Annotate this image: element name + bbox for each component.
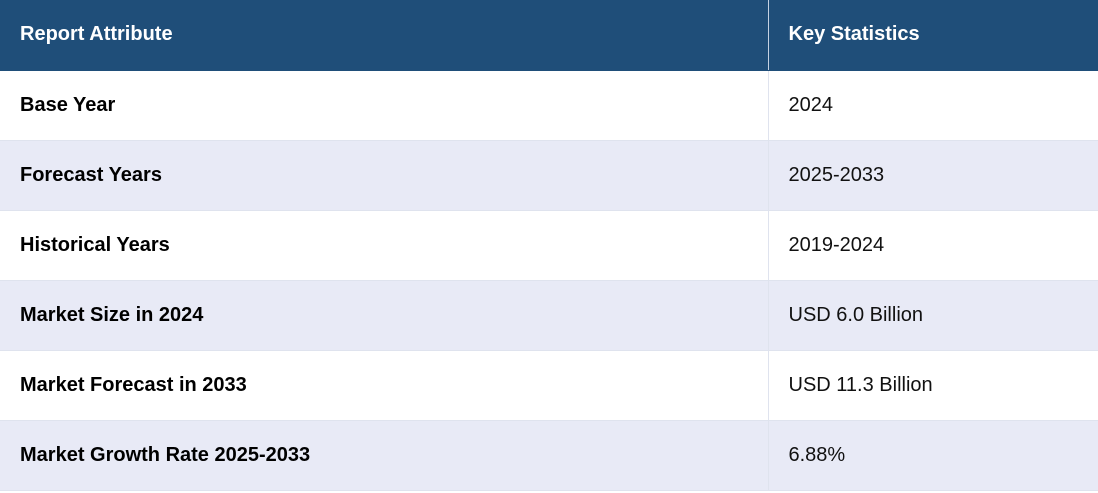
row-attribute: Market Growth Rate 2025-2033 (0, 420, 769, 491)
table-row: Historical Years 2019-2024 (0, 210, 1098, 281)
row-value: 2019-2024 (768, 210, 1098, 281)
row-attribute: Forecast Years (0, 140, 769, 211)
table-row: Forecast Years 2025-2033 (0, 140, 1098, 211)
table-header: Report Attribute Key Statistics (0, 0, 1098, 71)
table-body: Base Year 2024 Forecast Years 2025-2033 … (0, 70, 1098, 491)
column-header-key-statistics: Key Statistics (768, 0, 1098, 71)
table-row: Base Year 2024 (0, 70, 1098, 141)
row-value: USD 6.0 Billion (768, 280, 1098, 351)
row-attribute: Base Year (0, 70, 769, 141)
row-value: USD 11.3 Billion (768, 350, 1098, 421)
table-row: Market Growth Rate 2025-2033 6.88% (0, 420, 1098, 491)
row-value: 2024 (768, 70, 1098, 141)
row-value: 2025-2033 (768, 140, 1098, 211)
table-row: Market Size in 2024 USD 6.0 Billion (0, 280, 1098, 351)
header-row: Report Attribute Key Statistics (0, 0, 1098, 71)
row-attribute: Market Size in 2024 (0, 280, 769, 351)
column-header-report-attribute: Report Attribute (0, 0, 769, 71)
row-value: 6.88% (768, 420, 1098, 491)
table-row: Market Forecast in 2033 USD 11.3 Billion (0, 350, 1098, 421)
row-attribute: Historical Years (0, 210, 769, 281)
row-attribute: Market Forecast in 2033 (0, 350, 769, 421)
